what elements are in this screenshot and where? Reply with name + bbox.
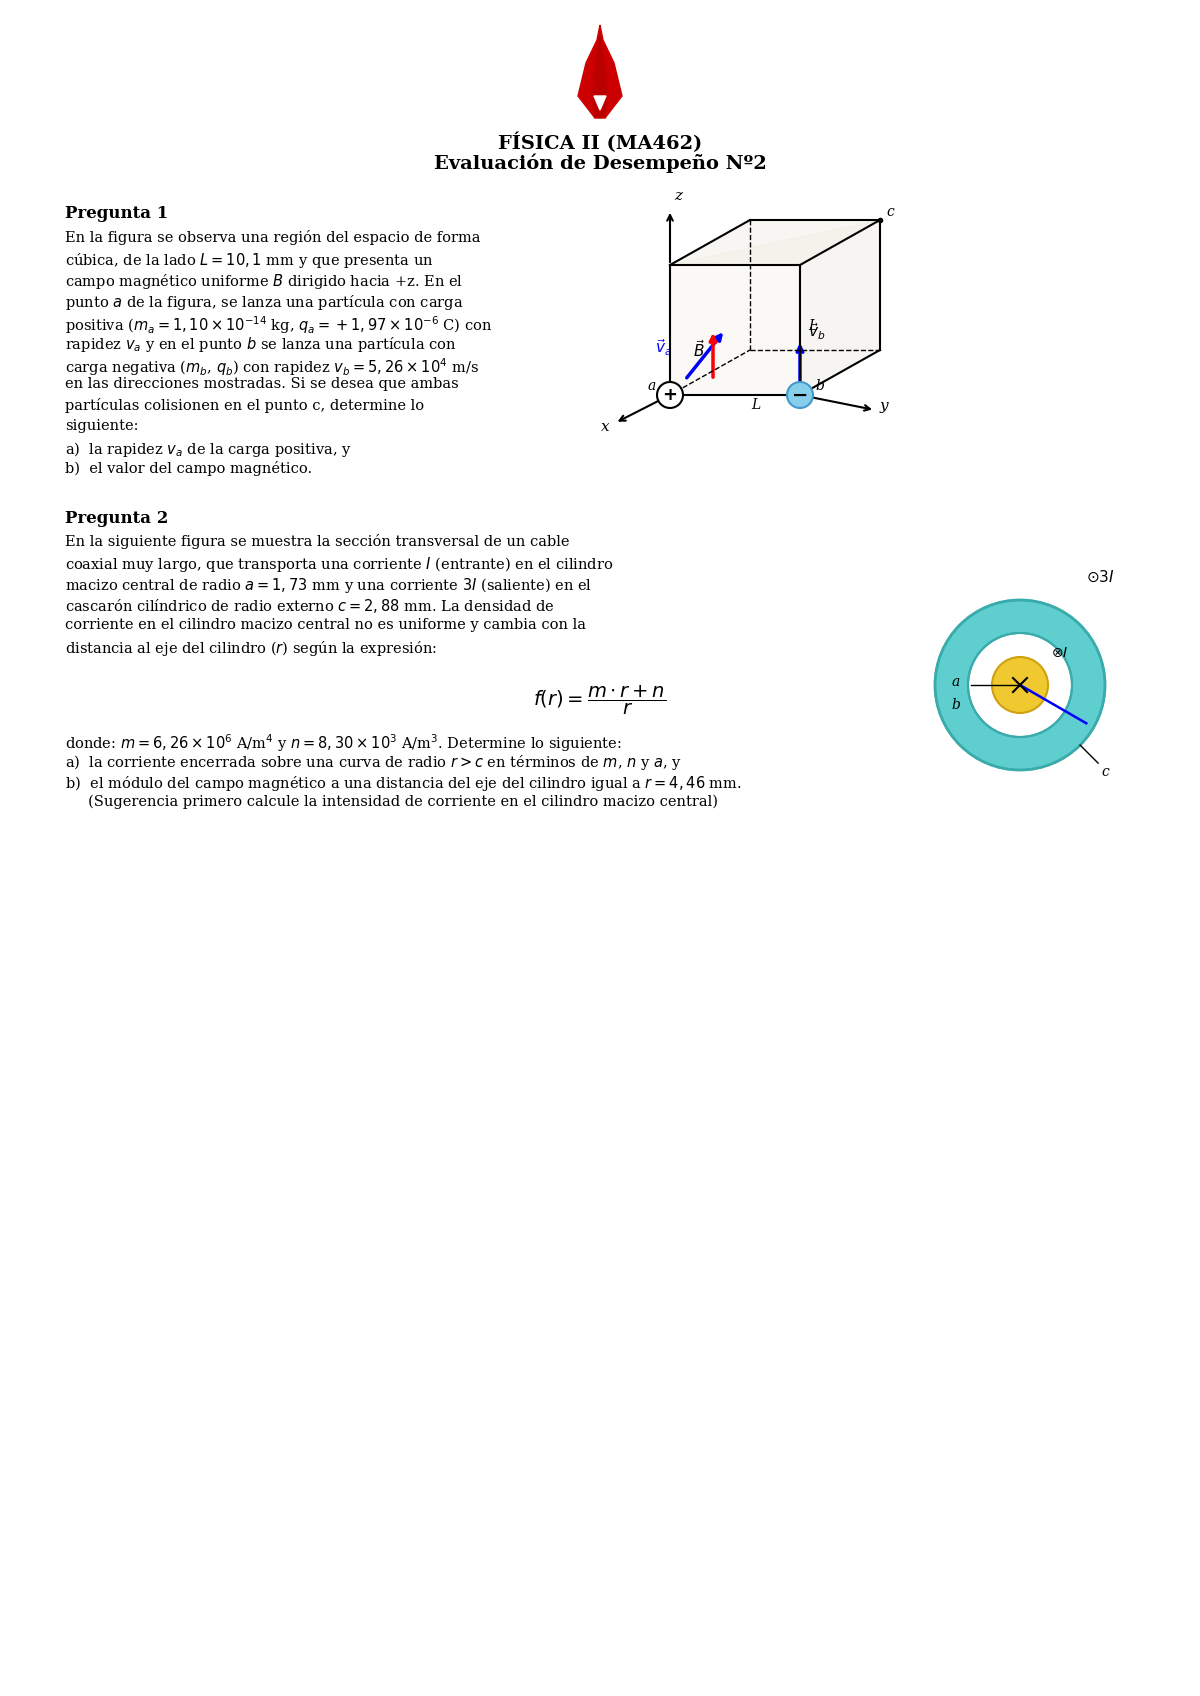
Circle shape (935, 600, 1105, 770)
Text: b)  el valor del campo magnético.: b) el valor del campo magnético. (65, 461, 312, 477)
Text: FÍSICA II (MA462): FÍSICA II (MA462) (498, 132, 702, 153)
Text: campo magnético uniforme $B$ dirigido hacia +z. En el: campo magnético uniforme $B$ dirigido ha… (65, 271, 463, 292)
Text: $\vec{v}_b$: $\vec{v}_b$ (808, 321, 826, 341)
Text: a: a (648, 378, 656, 393)
Text: $f(r) = \dfrac{m \cdot r + n}{r}$: $f(r) = \dfrac{m \cdot r + n}{r}$ (534, 683, 666, 717)
Polygon shape (578, 25, 600, 119)
Text: cascarón cilíndrico de radio externo $c = 2,88$ mm. La densidad de: cascarón cilíndrico de radio externo $c … (65, 597, 554, 616)
Polygon shape (593, 32, 607, 119)
Text: $\otimes I$: $\otimes I$ (1051, 646, 1068, 660)
Text: $\vec{v}_a$: $\vec{v}_a$ (655, 338, 672, 358)
Polygon shape (594, 97, 606, 110)
Text: donde: $m = 6,26\times10^6$ A/m$^4$ y $n = 8,30\times10^3$ A/m$^3$. Determine lo: donde: $m = 6,26\times10^6$ A/m$^4$ y $n… (65, 733, 622, 753)
Polygon shape (600, 25, 622, 119)
Text: En la figura se observa una región del espacio de forma: En la figura se observa una región del e… (65, 231, 480, 244)
Circle shape (787, 382, 814, 409)
Text: rapidez $v_a$ y en el punto $b$ se lanza una partícula con: rapidez $v_a$ y en el punto $b$ se lanza… (65, 336, 456, 354)
Text: c: c (1102, 765, 1109, 778)
Text: corriente en el cilindro macizo central no es uniforme y cambia con la: corriente en el cilindro macizo central … (65, 617, 586, 633)
Text: −: − (792, 385, 808, 405)
Text: (Sugerencia primero calcule la intensidad de corriente en el cilindro macizo cen: (Sugerencia primero calcule la intensida… (65, 795, 718, 809)
Text: +: + (662, 387, 678, 404)
Text: $\odot 3I$: $\odot 3I$ (1086, 570, 1115, 585)
Text: coaxial muy largo, que transporta una corriente $I$ (entrante) en el cilindro: coaxial muy largo, que transporta una co… (65, 555, 613, 573)
Text: punto $a$ de la figura, se lanza una partícula con carga: punto $a$ de la figura, se lanza una par… (65, 293, 463, 312)
Text: Pregunta 2: Pregunta 2 (65, 510, 168, 527)
Text: a)  la corriente encerrada sobre una curva de radio $r > c$ en términos de $m$, : a) la corriente encerrada sobre una curv… (65, 753, 682, 772)
Text: cúbica, de la lado $L = 10,1$ mm y que presenta un: cúbica, de la lado $L = 10,1$ mm y que p… (65, 251, 433, 270)
Text: z: z (674, 188, 682, 204)
Text: carga negativa ($m_b$, $q_b$) con rapidez $v_b = 5,26\times10^4$ m/s: carga negativa ($m_b$, $q_b$) con rapide… (65, 356, 479, 378)
Circle shape (992, 656, 1048, 712)
Text: y: y (880, 399, 889, 414)
Polygon shape (670, 220, 880, 265)
Circle shape (658, 382, 683, 409)
Text: b: b (952, 699, 960, 712)
Text: positiva ($m_a = 1,10\times10^{-14}$ kg, $q_a =+1,97\times10^{-6}$ C) con: positiva ($m_a = 1,10\times10^{-14}$ kg,… (65, 314, 492, 336)
Text: a: a (952, 675, 960, 689)
Text: partículas colisionen en el punto c, determine lo: partículas colisionen en el punto c, det… (65, 399, 424, 414)
Text: a)  la rapidez $v_a$ de la carga positiva, y: a) la rapidez $v_a$ de la carga positiva… (65, 439, 352, 460)
Circle shape (968, 633, 1072, 738)
Text: siguiente:: siguiente: (65, 419, 138, 432)
Text: en las direcciones mostradas. Si se desea que ambas: en las direcciones mostradas. Si se dese… (65, 377, 458, 392)
Text: L: L (751, 399, 761, 412)
Text: L: L (808, 319, 817, 332)
Text: b: b (815, 378, 824, 393)
Polygon shape (670, 265, 800, 395)
Text: Evaluación de Desempeño Nº2: Evaluación de Desempeño Nº2 (433, 153, 767, 173)
Text: $\vec{B}$: $\vec{B}$ (694, 339, 706, 360)
Text: macizo central de radio $a = 1,73$ mm y una corriente $3I$ (saliente) en el: macizo central de radio $a = 1,73$ mm y … (65, 577, 592, 595)
Text: c: c (886, 205, 894, 219)
Polygon shape (670, 220, 880, 265)
Text: Pregunta 1: Pregunta 1 (65, 205, 168, 222)
Text: b)  el módulo del campo magnético a una distancia del eje del cilindro igual a $: b) el módulo del campo magnético a una d… (65, 773, 742, 794)
Text: distancia al eje del cilindro ($r$) según la expresión:: distancia al eje del cilindro ($r$) segú… (65, 639, 437, 658)
Polygon shape (800, 220, 880, 395)
Text: En la siguiente figura se muestra la sección transversal de un cable: En la siguiente figura se muestra la sec… (65, 534, 570, 550)
Text: x: x (601, 421, 610, 434)
